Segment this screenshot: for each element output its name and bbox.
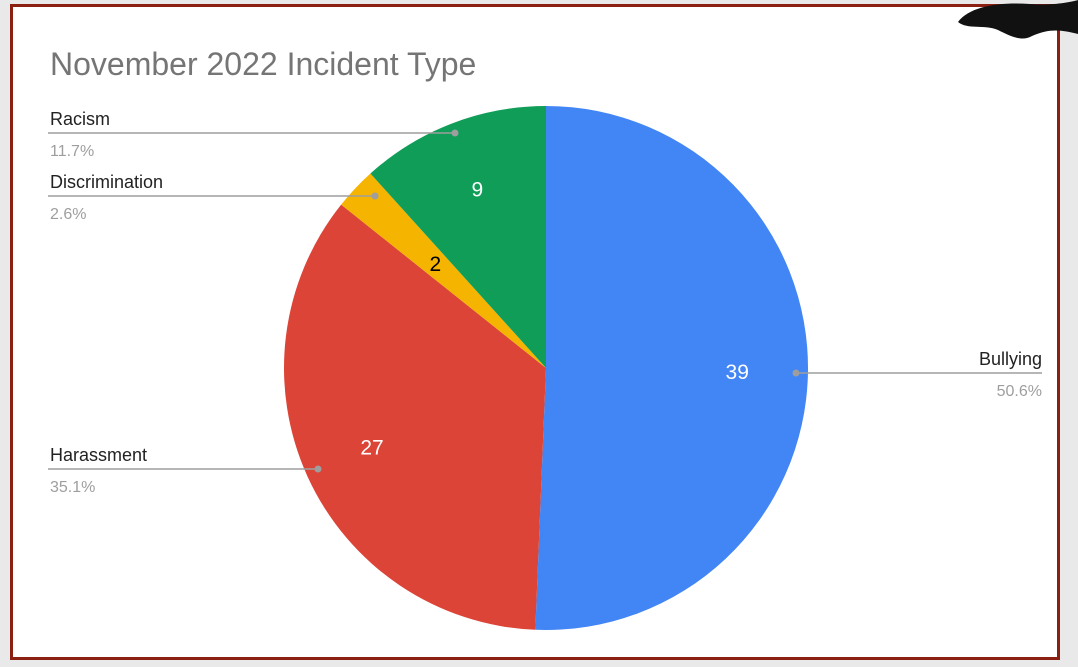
slice-value-labels: 39 27 2 9 [360, 178, 749, 459]
leader-dot-racism [451, 129, 459, 137]
slice-discrimination [341, 173, 546, 368]
percent-label-racism: 11.7% [50, 143, 94, 160]
value-label-harassment: 27 [360, 436, 383, 459]
slice-bullying [535, 106, 808, 630]
ink-blot-decoration [958, 0, 1078, 39]
percent-label-bullying: 50.6% [997, 383, 1042, 400]
category-label-bullying: Bullying [979, 349, 1042, 369]
category-label-harassment: Harassment [50, 445, 147, 465]
chart-title: November 2022 Incident Type [50, 46, 476, 82]
value-label-discrimination: 2 [429, 253, 441, 276]
percent-label-discrimination: 2.6% [50, 206, 86, 223]
leader-dot-bullying [792, 369, 800, 377]
value-label-racism: 9 [471, 178, 483, 201]
pie-slices [283, 106, 808, 630]
value-label-bullying: 39 [726, 361, 749, 384]
slice-harassment [283, 204, 546, 630]
percent-label-harassment: 35.1% [50, 479, 95, 496]
category-label-racism: Racism [50, 109, 110, 129]
leader-dot-discrimination [371, 192, 379, 200]
category-label-discrimination: Discrimination [50, 172, 163, 192]
leader-dot-harassment [314, 465, 322, 473]
slice-racism [370, 106, 546, 368]
slice-callouts: Bullying 50.6% Harassment 35.1% Discriminati… [48, 109, 1042, 496]
